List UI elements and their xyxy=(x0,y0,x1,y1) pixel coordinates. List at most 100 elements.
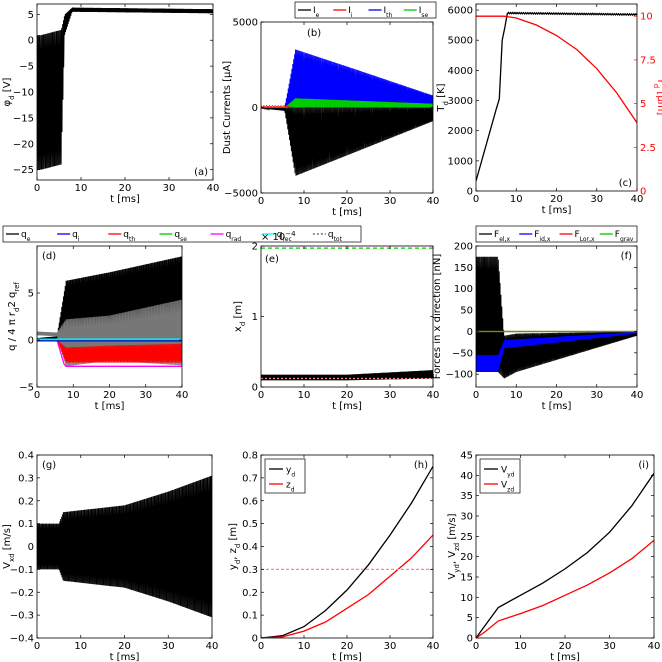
panel-a: 0 10 20 30 40 −25 −20 −15 −10 −5 0 5 t [ms] φd [V] (a) xyxy=(2,3,219,205)
legend-entry: qe xyxy=(21,230,31,243)
x-tick-label: 0 xyxy=(258,641,264,652)
x-axis-label: t [ms] xyxy=(332,401,362,412)
y-tick-label: 5 xyxy=(467,613,473,624)
legend-entry: Ie xyxy=(313,6,320,19)
x-axis-label: t [ms] xyxy=(550,652,580,662)
x-axis-label: t [ms] xyxy=(542,205,572,216)
y-tick-label: −50 xyxy=(452,348,473,359)
series-y-d xyxy=(261,466,433,638)
legend: Fel,x Fid,x FLor,x Fgrav xyxy=(475,225,638,243)
y-tick-label: 10 xyxy=(460,593,473,604)
x-tick-label: 40 xyxy=(427,641,440,652)
legend-box xyxy=(294,1,437,19)
legend-entry: qse xyxy=(174,230,187,243)
y-tick-label: 0.1 xyxy=(18,519,34,530)
plot-area-g xyxy=(37,475,212,618)
series-z-d xyxy=(261,534,433,638)
y-tick-label: 2000 xyxy=(448,126,473,137)
legend-entry: Fgrav xyxy=(615,230,634,243)
panel-label: (a) xyxy=(194,167,208,178)
y-tick-label: 6000 xyxy=(448,6,473,17)
series-q-th xyxy=(37,339,182,363)
y-tick-label: −15 xyxy=(13,113,34,124)
y-axis-label: q / 4 π rd2 qref xyxy=(7,282,21,351)
panel-label: (c) xyxy=(619,178,632,189)
panel-label: (h) xyxy=(414,460,428,471)
panel-c: 0 10 20 30 40010002000300040005000600002.557… xyxy=(436,3,662,216)
plot-area-b xyxy=(261,49,433,176)
y-tick-label: 200 xyxy=(454,242,473,253)
y-tick-label: 5000 xyxy=(233,18,258,29)
x-tick-label: 30 xyxy=(139,390,152,401)
x-tick-label: 0 xyxy=(34,641,40,652)
y-right-tick-label: 7.5 xyxy=(640,55,656,66)
x-tick-label: 40 xyxy=(427,196,440,207)
y-tick-label: 4000 xyxy=(448,66,473,77)
legend-entry: Vyd xyxy=(501,466,515,479)
x-tick-label: 10 xyxy=(510,390,523,401)
y-tick-label: 0.6 xyxy=(242,496,258,507)
x-tick-label: 30 xyxy=(590,194,603,205)
x-tick-label: 40 xyxy=(648,641,661,652)
panel-g: 0 10 20 30 40 −0.4 −0.3 −0.2 −0.1 0 0.1 0.2 0.3 0.4 t … xyxy=(2,451,218,662)
x-tick-label: 20 xyxy=(341,196,354,207)
y-tick-label: 0 xyxy=(28,542,34,553)
y-tick-label: 0.8 xyxy=(242,451,258,462)
y-tick-label: 0.2 xyxy=(242,588,258,599)
y-tick-label: 3000 xyxy=(448,96,473,107)
y-right-tick-label: 10 xyxy=(640,12,653,23)
panel-label: (b) xyxy=(307,28,321,39)
y-right-tick-label: 2.5 xyxy=(640,143,656,154)
plot-area-a xyxy=(37,7,213,170)
x-tick-label: 0 xyxy=(473,194,479,205)
series-r-d xyxy=(476,15,637,124)
x-tick-label: 0 xyxy=(34,390,40,401)
y-tick-label: 0.1 xyxy=(242,611,258,622)
series-f-id-x xyxy=(476,331,637,373)
x-tick-label: 30 xyxy=(162,641,175,652)
legend-entry: FLor,x xyxy=(575,230,595,243)
plot-area-h xyxy=(261,466,433,638)
x-tick-label: 20 xyxy=(118,641,131,652)
y-tick-label: 0 xyxy=(467,327,473,338)
panel-label: (f) xyxy=(621,251,632,262)
y-tick-label: 0 xyxy=(252,634,258,645)
legend-entry: zd xyxy=(286,481,295,494)
y-tick-label: 30 xyxy=(460,512,473,523)
legend-entry: Ii xyxy=(348,6,353,19)
x-axis-label: t [ms] xyxy=(332,207,362,218)
legend-entry: qrec xyxy=(277,230,292,243)
x-tick-label: 20 xyxy=(341,641,354,652)
y-axis-label: Vxd [m/s] xyxy=(2,524,16,569)
y-tick-label: 2 xyxy=(252,242,258,253)
legend-entry: qi xyxy=(72,230,80,243)
x-tick-label: 0 xyxy=(473,390,479,401)
x-tick-label: 30 xyxy=(384,641,397,652)
y-tick-label: 35 xyxy=(460,491,473,502)
panel-i: 0 10 20 30 40 0 5 10 15 20 25 30 35 40 45 t [ms] Vyd, Vz… xyxy=(447,451,660,662)
legend: yd zd xyxy=(264,458,306,494)
x-tick-label: 20 xyxy=(119,183,132,194)
legend: Ie Ii Ith Ise xyxy=(294,1,437,19)
x-tick-label: 30 xyxy=(590,390,603,401)
x-axis-label: t [ms] xyxy=(332,652,362,662)
y-tick-label: 1 xyxy=(252,312,258,323)
x-tick-label: 0 xyxy=(258,196,264,207)
y-tick-label: 15 xyxy=(460,573,473,584)
y-tick-label: 5 xyxy=(28,289,34,300)
x-tick-label: 40 xyxy=(631,390,644,401)
y-tick-label: 0 xyxy=(252,103,258,114)
y-axis-label: Forces in x direction [nN] xyxy=(432,254,443,380)
y-tick-label: 1000 xyxy=(448,156,473,167)
legend-box xyxy=(475,225,638,243)
y-tick-label: −0.2 xyxy=(10,588,34,599)
y-right-tick-label: 0 xyxy=(640,187,646,198)
y-tick-label: 0 xyxy=(28,336,34,347)
plot-area-c xyxy=(476,11,637,182)
y-tick-label: 45 xyxy=(460,451,473,462)
series-v-zd xyxy=(476,539,654,638)
series-v-xd xyxy=(37,475,212,618)
y-tick-label: −10 xyxy=(13,88,34,99)
series-i-e xyxy=(261,105,433,176)
y-tick-label: 0.4 xyxy=(18,451,34,462)
